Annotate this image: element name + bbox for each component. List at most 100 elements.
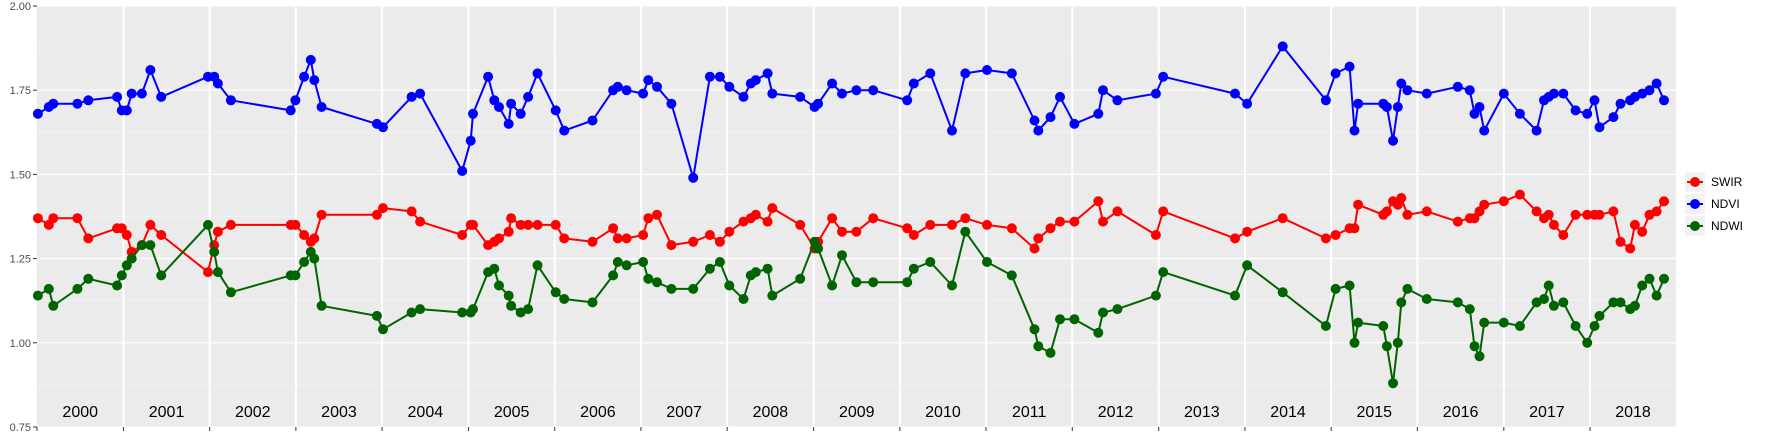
ndvi-point: [704, 71, 715, 82]
swir-point: [559, 233, 570, 244]
swir-point: [299, 230, 310, 240]
ndvi-point: [126, 88, 137, 99]
ndvi-point: [1242, 98, 1253, 109]
swir-point: [1320, 233, 1331, 244]
ndvi-point: [406, 91, 417, 102]
ndwi-point: [116, 270, 127, 281]
swir-point: [1594, 209, 1605, 220]
ndwi-point: [309, 253, 320, 264]
swir-point: [378, 203, 388, 214]
swir-point: [1531, 206, 1542, 217]
ndwi-point: [851, 277, 862, 288]
y-tick-label: 0.75: [10, 422, 31, 434]
ndwi-point: [371, 310, 382, 321]
ndwi-point: [1514, 321, 1525, 331]
ndwi-point: [48, 300, 59, 311]
ndvi-point: [316, 102, 327, 112]
ndvi-point: [1402, 85, 1413, 96]
ndvi-point: [1349, 125, 1360, 136]
ndvi-point: [724, 81, 735, 92]
series-ndvi: [32, 41, 1669, 183]
swir-point: [121, 230, 132, 240]
year-label: 2005: [494, 404, 530, 421]
ndvi-point: [1055, 91, 1065, 102]
y-axis: 0.75 1.00 1.25 1.50 1.75 2.00: [10, 1, 37, 434]
legend-key-point: [1690, 199, 1700, 209]
swir-point: [515, 219, 526, 230]
swir-point: [371, 209, 382, 220]
year-label: 2003: [321, 404, 357, 421]
swir-point: [1402, 209, 1413, 220]
ndwi-point: [489, 263, 500, 274]
swir-point: [550, 219, 561, 230]
swir-point: [767, 203, 778, 214]
ndvi-point: [136, 88, 147, 99]
swir-point: [503, 226, 514, 237]
ndwi-point: [750, 267, 761, 278]
swir-point: [203, 267, 213, 278]
ndwi-point: [652, 277, 662, 288]
ndvi-point: [1615, 98, 1626, 109]
ndwi-point: [1651, 290, 1662, 301]
ndwi-point: [316, 300, 327, 311]
ndvi-point: [1006, 68, 1017, 79]
ndvi-point: [1531, 125, 1542, 136]
ndvi-point: [612, 81, 623, 92]
swir-point: [612, 233, 623, 244]
ndwi-point: [947, 280, 957, 291]
swir-point: [1242, 226, 1253, 237]
ndvi-point: [837, 88, 847, 99]
ndvi-point: [587, 115, 598, 126]
ndvi-point: [415, 88, 426, 99]
swir-point: [908, 230, 919, 240]
legend-item: NDVI: [1685, 194, 1740, 214]
year-label: 2010: [925, 404, 961, 421]
swir-point: [652, 209, 662, 220]
series-swir: [32, 189, 1669, 278]
swir-point: [925, 219, 936, 230]
ndwi-point: [212, 267, 223, 278]
swir-point: [1514, 189, 1525, 200]
swir-point: [851, 226, 862, 237]
ndwi-point: [406, 307, 417, 318]
ndwi-point: [1392, 337, 1403, 348]
ndvi-point: [982, 65, 992, 75]
swir-point: [982, 219, 992, 230]
ndvi-point: [925, 68, 936, 79]
swir-point: [608, 223, 619, 234]
year-label: 2015: [1356, 404, 1392, 421]
ndvi-point: [309, 75, 320, 86]
ndvi-point: [1277, 41, 1288, 52]
swir-point: [1277, 213, 1288, 224]
ndvi-point: [305, 54, 316, 65]
swir-point: [1637, 226, 1648, 237]
ndvi-point: [1112, 95, 1123, 106]
ndvi-point: [1158, 71, 1169, 82]
swir-point: [1093, 196, 1104, 207]
ndvi-point: [1452, 81, 1463, 92]
swir-point: [532, 219, 543, 230]
ndwi-point: [299, 257, 310, 267]
ndvi-point: [827, 78, 838, 89]
ndwi-point: [902, 277, 913, 288]
swir-point: [494, 233, 504, 244]
ndwi-point: [1629, 300, 1640, 311]
swir-point: [1651, 206, 1662, 217]
ndwi-point: [1474, 351, 1485, 362]
ndvi-point: [523, 91, 534, 102]
ndwi-point: [1098, 307, 1108, 318]
ndwi-point: [1378, 321, 1389, 331]
ndvi-point: [1498, 88, 1509, 99]
swir-point: [1548, 219, 1559, 230]
ndwi-point: [290, 270, 301, 281]
year-label: 2000: [62, 404, 98, 421]
year-label: 2018: [1615, 404, 1651, 421]
legend-label: NDWI: [1711, 219, 1743, 233]
swir-point: [1330, 230, 1341, 240]
legend-key-point: [1690, 177, 1700, 187]
ndwi-point: [960, 226, 971, 237]
year-label: 2007: [666, 404, 702, 421]
ndwi-point: [1158, 267, 1169, 278]
ndvi-point: [378, 122, 388, 133]
ndvi-point: [750, 75, 761, 86]
